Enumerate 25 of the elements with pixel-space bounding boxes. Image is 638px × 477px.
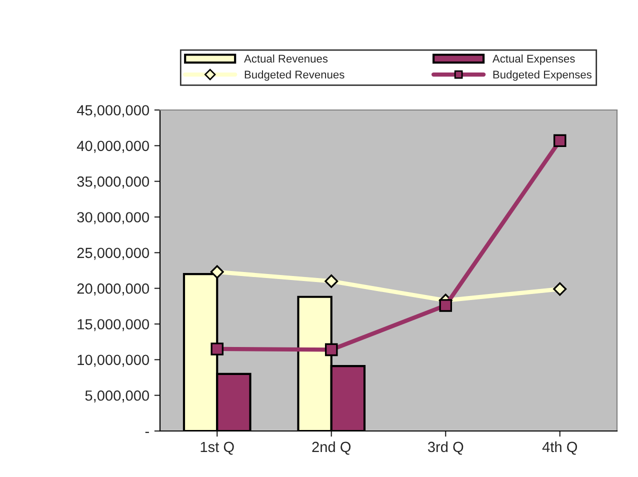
y-tick-label: 30,000,000 xyxy=(77,212,150,224)
y-tick-label: 45,000,000 xyxy=(76,105,150,118)
point xyxy=(210,342,224,356)
y-tick-label: 5,000,000 xyxy=(85,390,150,402)
x-tick-label: 1st Q xyxy=(200,442,234,455)
y-tick-label: 10,000,000 xyxy=(78,354,150,367)
y-tick-label: 20,000,000 xyxy=(77,283,150,296)
legend-label: Actual Expenses xyxy=(492,54,575,65)
y-tick-label: 35,000,000 xyxy=(77,176,150,188)
x-tick-label: 4th Q xyxy=(542,441,578,455)
x-tick-label: 3rd Q xyxy=(428,441,464,455)
y-tick-label: 15,000,000 xyxy=(78,319,150,332)
point xyxy=(553,134,566,148)
point xyxy=(553,282,567,296)
y-tick-label: 25,000,000 xyxy=(77,248,150,260)
legend-label: Budgeted Revenues xyxy=(244,70,344,81)
x-tick-label: 2nd Q xyxy=(312,441,351,455)
y-tick-label: - xyxy=(145,432,149,433)
legend-label: Actual Revenues xyxy=(244,54,328,63)
point xyxy=(210,265,224,279)
point xyxy=(324,343,338,356)
point xyxy=(324,274,338,288)
legend-label: Budgeted Expenses xyxy=(493,70,592,81)
y-tick-label: 40,000,000 xyxy=(76,140,150,153)
point xyxy=(439,299,452,312)
